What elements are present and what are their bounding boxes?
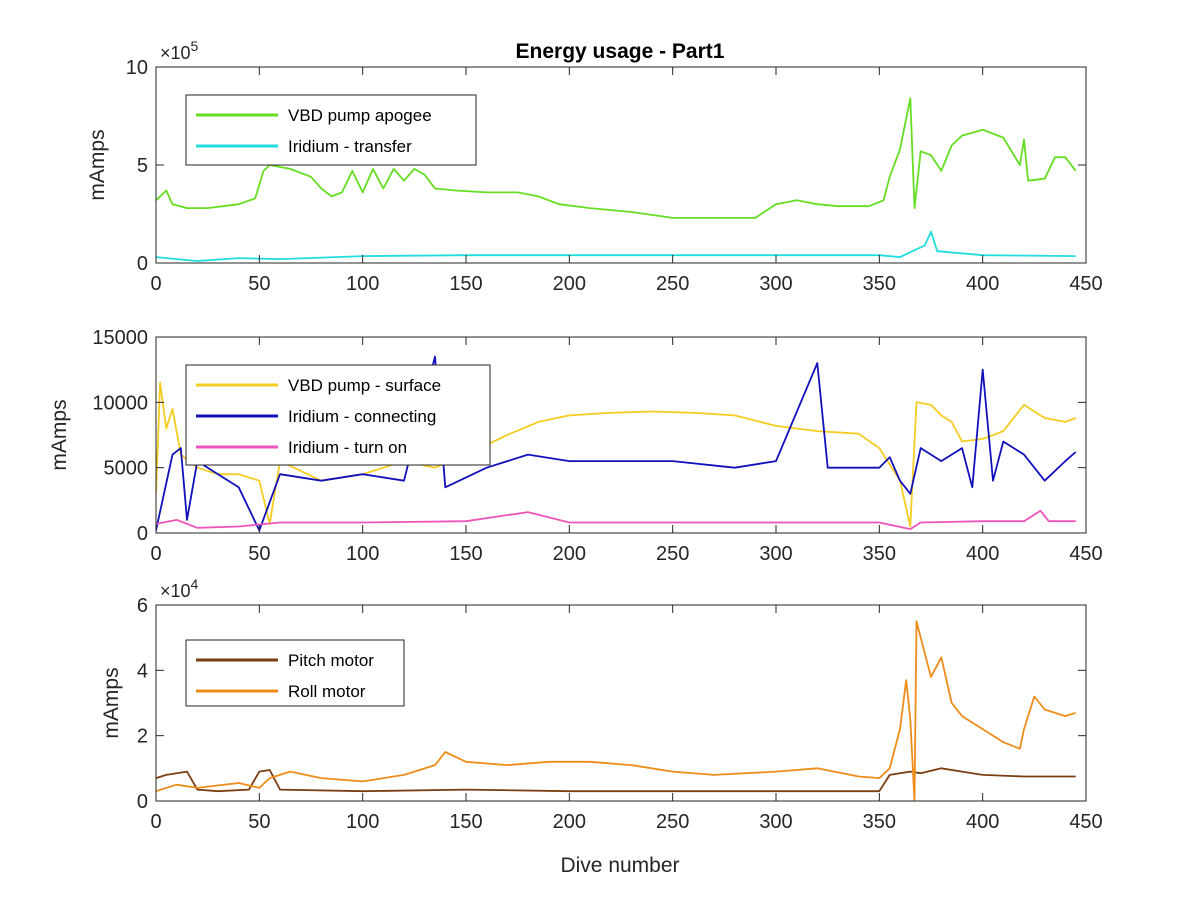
- series-line-1-1: [156, 97, 1077, 219]
- legend-entry: Iridium - turn on: [288, 438, 407, 457]
- x-tick-label: 400: [966, 811, 999, 833]
- subplot-3: 0 50 100 150 200 250 300 350 400 4500246×104mAmps…: [100, 576, 1103, 833]
- y-exponent-power: 4: [191, 576, 199, 592]
- x-tick-label: 450: [1069, 543, 1102, 565]
- x-tick-label: 100: [346, 811, 379, 833]
- axes-frame: [155, 336, 1087, 534]
- y-tick-label: 10: [126, 57, 148, 79]
- x-tick-label: 350: [863, 543, 896, 565]
- x-tick-label: 150: [449, 543, 482, 565]
- x-tick-label: 150: [449, 273, 482, 295]
- x-tick-label: 100: [346, 273, 379, 295]
- y-axis-label: mAmps: [48, 399, 71, 470]
- axes-frame: [155, 604, 1087, 802]
- chart-title: Energy usage - Part1: [516, 40, 725, 63]
- x-tick-label: 300: [759, 273, 792, 295]
- y-tick-label: 0: [137, 253, 148, 275]
- legend-box: [185, 639, 405, 707]
- x-tick-label: 350: [863, 811, 896, 833]
- x-tick-label: 300: [759, 811, 792, 833]
- y-exponent-power: 5: [191, 38, 199, 54]
- x-tick-label: 450: [1069, 811, 1102, 833]
- x-axis-label: Dive number: [560, 854, 679, 877]
- y-tick-label: 0: [137, 791, 148, 813]
- x-tick-label: 200: [553, 543, 586, 565]
- x-tick-label: 250: [656, 273, 689, 295]
- x-tick-label: 300: [759, 543, 792, 565]
- subplot-1: 0 50 100 150 200 250 300 350 400 4500510×105mAmps…: [86, 38, 1103, 295]
- y-tick-label: 4: [137, 660, 148, 682]
- subplot-2: 0 50 100 150 200 250 300 350 400 450 0 5000 10000 150…: [48, 327, 1103, 565]
- legend-entry: Iridium - connecting: [288, 407, 436, 426]
- x-tick-label: 200: [553, 273, 586, 295]
- series-line-2-2: [156, 355, 1077, 532]
- x-tick-label: 0: [150, 811, 161, 833]
- x-tick-label: 400: [966, 543, 999, 565]
- legend-entry: Roll motor: [288, 682, 366, 701]
- series-line-3-1: [156, 767, 1076, 793]
- x-tick-label: 200: [553, 811, 586, 833]
- series-line-2-3: [156, 509, 1076, 530]
- x-tick-label: 400: [966, 273, 999, 295]
- x-tick-label: 350: [863, 273, 896, 295]
- x-tick-label: 50: [248, 543, 270, 565]
- x-tick-label: 50: [248, 811, 270, 833]
- x-tick-label: 50: [248, 273, 270, 295]
- legend-entry: Iridium - transfer: [288, 137, 412, 156]
- series-line-2-1: [156, 381, 1077, 528]
- series-line-1-2: [156, 230, 1076, 262]
- legend-entry: VBD pump - surface: [288, 376, 441, 395]
- legend: Pitch motor Roll motor: [185, 639, 405, 707]
- y-tick-label: 6: [137, 595, 148, 617]
- y-tick-label: 5000: [104, 458, 149, 480]
- legend-entry: VBD pump apogee: [288, 106, 432, 125]
- y-tick-label: 2: [137, 726, 148, 748]
- y-tick-label: 0: [137, 523, 148, 545]
- x-tick-label: 100: [346, 543, 379, 565]
- x-tick-label: 450: [1069, 273, 1102, 295]
- series-line-3-2: [156, 620, 1076, 801]
- x-tick-label: 250: [656, 543, 689, 565]
- legend-box: [185, 94, 477, 166]
- x-tick-label: 0: [150, 543, 161, 565]
- y-axis-label: mAmps: [86, 129, 109, 200]
- legend: VBD pump apogee Iridium - transfer: [185, 94, 477, 166]
- y-axis-label: mAmps: [100, 667, 123, 738]
- legend-entry: Pitch motor: [288, 651, 374, 670]
- legend: VBD pump - surface Iridium - connecting Ir…: [185, 364, 491, 466]
- y-tick-label: 10000: [92, 392, 148, 414]
- x-tick-label: 0: [150, 273, 161, 295]
- x-tick-label: 150: [449, 811, 482, 833]
- y-tick-label: 15000: [92, 327, 148, 349]
- x-tick-label: 250: [656, 811, 689, 833]
- y-tick-label: 5: [137, 155, 148, 177]
